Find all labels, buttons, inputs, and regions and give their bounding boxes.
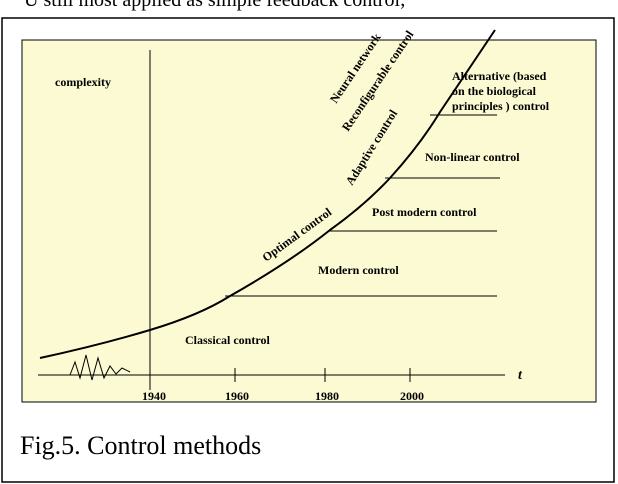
caption: Fig.5. Control methods bbox=[20, 431, 261, 460]
era-lines bbox=[225, 114, 500, 297]
era-label: Post modern control bbox=[372, 205, 477, 219]
year-label: 1940 bbox=[142, 389, 166, 403]
era-label: Modern control bbox=[318, 263, 399, 277]
era-label: Non-linear control bbox=[425, 150, 520, 164]
figure-frame bbox=[1, 17, 615, 483]
complexity-curve bbox=[39, 29, 496, 359]
x-axis-label: t bbox=[518, 368, 523, 383]
alternative-label: Alternative (based bbox=[452, 69, 547, 83]
year-label: 1980 bbox=[315, 389, 339, 403]
figure-panel bbox=[21, 39, 597, 403]
y-axis-label: complexity bbox=[55, 75, 111, 89]
x-ticks bbox=[149, 368, 411, 382]
squiggle bbox=[69, 354, 131, 381]
era-label: Classical control bbox=[185, 333, 270, 347]
alternative-label: principles ) control bbox=[452, 99, 550, 113]
year-label: 1960 bbox=[225, 389, 249, 403]
alternative-label: on the biological bbox=[452, 84, 537, 98]
year-label: 2000 bbox=[400, 389, 424, 403]
header-text: U still most applied as simple feedback … bbox=[24, 0, 406, 11]
